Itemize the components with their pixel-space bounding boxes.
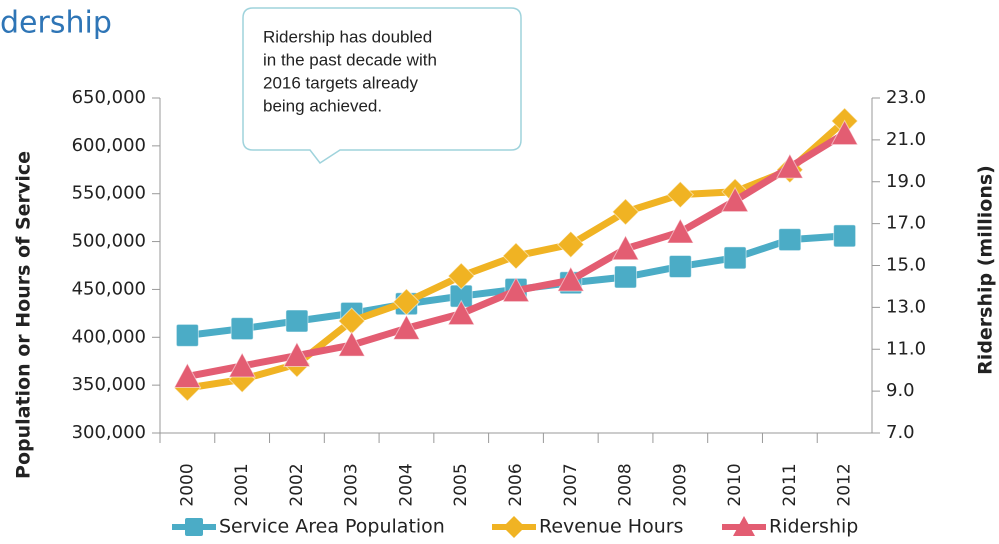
data-point — [502, 276, 530, 303]
data-point — [447, 299, 476, 326]
y-tick-label: 550,000 — [72, 183, 146, 204]
x-tick-label: 2000 — [177, 463, 197, 506]
x-tick-label: 2002 — [287, 463, 307, 506]
legend-marker — [185, 518, 203, 536]
x-tick-label: 2010 — [725, 463, 745, 506]
data-point — [228, 351, 256, 378]
data-point — [502, 242, 530, 270]
x-tick-label: 2011 — [780, 463, 800, 506]
data-point — [830, 119, 859, 146]
data-point — [173, 362, 202, 388]
y2-axis-title: Ridership (millions) — [975, 165, 997, 375]
chart-title: dership — [0, 6, 112, 41]
data-point — [668, 254, 692, 278]
data-point — [721, 186, 749, 213]
y-tick-label: 450,000 — [72, 278, 146, 299]
annotation-line: 2016 targets already — [263, 73, 418, 92]
y-tick-label: 650,000 — [72, 87, 146, 108]
y-tick-label: 350,000 — [72, 374, 146, 395]
data-point — [776, 153, 804, 179]
annotation-line: in the past decade with — [263, 50, 437, 69]
y-axis-title: Population or Hours of Service — [13, 151, 35, 479]
data-point — [666, 180, 695, 209]
legend-label: Revenue Hours — [539, 516, 683, 538]
x-tick-label: 2008 — [616, 463, 636, 506]
data-point — [285, 309, 309, 333]
annotation-line: Ridership has doubled — [263, 27, 432, 46]
x-tick-label: 2005 — [451, 463, 471, 506]
data-point — [392, 314, 421, 340]
y2-tick-label: 21.0 — [886, 129, 926, 150]
legend-marker — [733, 516, 755, 536]
y-tick-label: 400,000 — [72, 326, 146, 347]
legend-marker — [503, 516, 525, 538]
data-point — [611, 234, 640, 261]
data-point — [447, 262, 475, 290]
y2-tick-label: 23.0 — [886, 87, 926, 108]
x-tick-label: 2007 — [561, 463, 581, 506]
data-point — [833, 224, 857, 248]
y2-tick-label: 7.0 — [886, 422, 915, 443]
x-tick-label: 2004 — [396, 463, 416, 506]
y-tick-label: 500,000 — [72, 231, 146, 252]
y2-tick-label: 13.0 — [886, 296, 926, 317]
y-tick-label: 600,000 — [72, 135, 146, 156]
y-tick-label: 300,000 — [72, 422, 146, 443]
data-point — [283, 341, 311, 368]
annotation-line: being achieved. — [263, 96, 382, 115]
data-point — [175, 323, 199, 347]
y2-tick-label: 11.0 — [886, 338, 926, 359]
data-point — [614, 265, 638, 289]
data-point — [557, 230, 585, 259]
y2-tick-label: 19.0 — [886, 171, 926, 192]
legend-label: Service Area Population — [219, 516, 445, 538]
legend-label: Ridership — [769, 516, 858, 538]
data-point — [556, 266, 585, 292]
x-tick-label: 2003 — [342, 463, 362, 506]
x-tick-label: 2012 — [835, 463, 855, 506]
data-point — [723, 246, 747, 270]
y2-tick-label: 17.0 — [886, 213, 926, 234]
y2-tick-label: 15.0 — [886, 255, 926, 276]
x-tick-label: 2009 — [670, 463, 690, 506]
data-point — [778, 228, 802, 252]
x-tick-label: 2001 — [232, 463, 252, 506]
y2-tick-label: 9.0 — [886, 380, 915, 401]
data-point — [666, 217, 695, 244]
data-point — [337, 331, 366, 357]
callout-box — [242, 7, 522, 165]
data-point — [230, 317, 254, 341]
x-tick-label: 2006 — [506, 463, 526, 506]
data-point — [611, 198, 640, 226]
